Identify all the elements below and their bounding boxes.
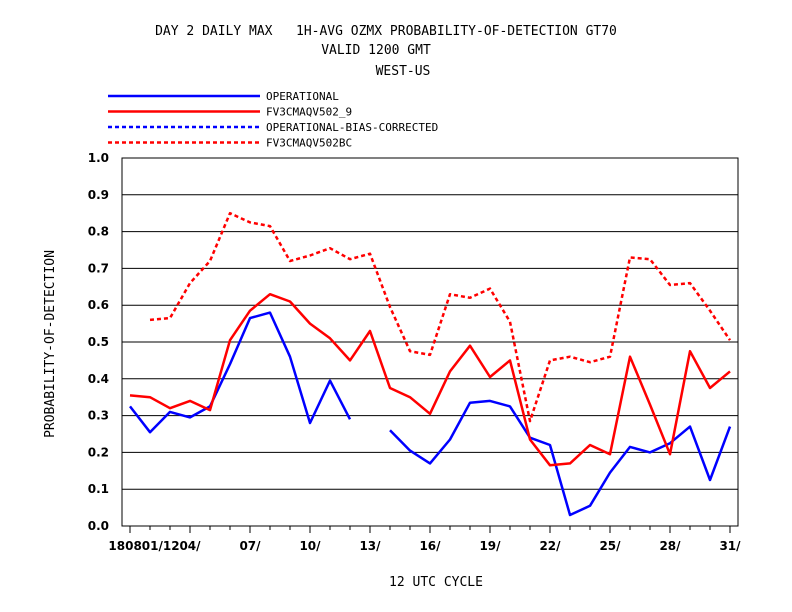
legend-label: OPERATIONAL-BIAS-CORRECTED [266, 121, 438, 134]
x-axis-label: 12 UTC CYCLE [389, 575, 483, 590]
y-tick-label: 0.8 [88, 225, 109, 239]
y-axis-label: PROBABILITY-OF-DETECTION [43, 250, 58, 438]
legend-label: FV3CMAQV502BC [266, 137, 352, 150]
x-tick-label: 10/ [299, 539, 321, 553]
series-fv3cmaqv502-9 [129, 292, 731, 467]
x-tick-label: 25/ [599, 539, 621, 553]
chart-title-line-1: DAY 2 DAILY MAX 1H-AVG OZMX PROBABILITY-… [155, 24, 617, 39]
series-line [149, 211, 732, 423]
y-tick-label: 0.5 [88, 335, 109, 349]
chart-title-line-2: VALID 1200 GMT [321, 43, 431, 58]
series-line [129, 311, 352, 434]
y-tick-label: 0.1 [88, 482, 109, 496]
legend-label: FV3CMAQV502_9 [266, 106, 352, 119]
x-tick-label: 19/ [479, 539, 501, 553]
x-tick-label: 13/ [359, 539, 381, 553]
x-tick-label: 07/ [239, 539, 261, 553]
x-tick-label: 16/ [419, 539, 441, 553]
y-tick-label: 0.7 [88, 261, 109, 275]
chart-title-line-3: WEST-US [376, 64, 431, 79]
x-axis-ticks: 180801/12 04/07/10/13/16/19/22/25/28/31/ [108, 526, 741, 553]
plot-area: 0.0 0.1 0.2 0.3 0.4 0.5 0.6 0.7 0.8 0.9 1.0 180801… [88, 151, 741, 553]
series-fv3cmaqv502bc [149, 211, 732, 423]
y-tick-label: 0.2 [88, 445, 109, 459]
y-tick-label: 0.0 [88, 519, 109, 533]
x-tick-label: 31/ [719, 539, 741, 553]
x-tick-label: 180801/12 [108, 539, 179, 553]
legend-label: OPERATIONAL [266, 90, 339, 103]
y-tick-label: 0.6 [88, 298, 109, 312]
x-tick-label: 04/ [179, 539, 201, 553]
y-tick-label: 1.0 [88, 151, 109, 165]
legend: OPERATIONAL FV3CMAQV502_9 OPERATIONAL-BIAS… [108, 90, 438, 150]
series-layer [129, 211, 732, 517]
x-tick-label: 28/ [659, 539, 681, 553]
y-axis-ticks: 0.0 0.1 0.2 0.3 0.4 0.5 0.6 0.7 0.8 0.9 1.0 [88, 151, 109, 533]
gridlines [122, 194, 738, 490]
y-tick-label: 0.3 [88, 409, 109, 423]
x-tick-label: 22/ [539, 539, 561, 553]
y-tick-label: 0.9 [88, 188, 109, 202]
y-tick-label: 0.4 [88, 372, 109, 386]
series-line [129, 292, 731, 467]
series-line [389, 399, 732, 517]
